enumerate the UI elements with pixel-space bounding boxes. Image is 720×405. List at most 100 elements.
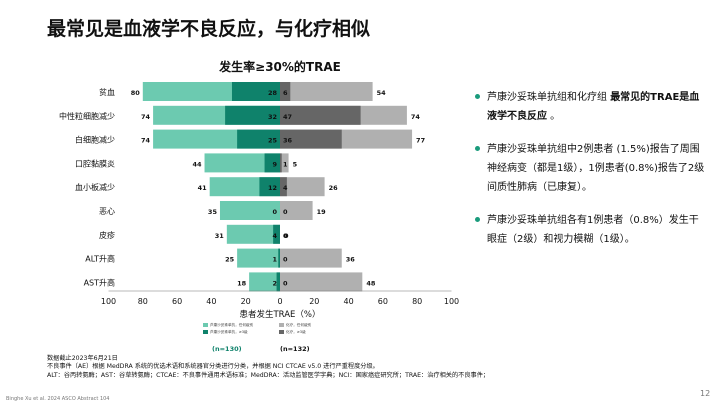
data-label-right-grade3: 36 (283, 137, 293, 145)
bar-left-grade3 (225, 105, 280, 125)
x-axis-title: 患者发生TRAE（%） (239, 309, 320, 320)
data-label-left-grade3: 9 (272, 160, 277, 168)
data-label-right-grade3: 6 (283, 89, 288, 97)
footnote-line: 数据截止2023年6月21日 (47, 355, 118, 362)
category-label: 中性粒细胞减少 (59, 111, 115, 121)
key-findings: 芦康沙妥珠单抗组和化疗组 最常见的TRAE是血液学不良反应 。 芦康沙妥珠单抗组… (475, 88, 705, 263)
data-label-left-grade3: 12 (268, 184, 277, 192)
data-label-right-any: 74 (411, 113, 421, 121)
category-label: 血小板减少 (75, 182, 115, 192)
legend-label-lsg-any: 芦康沙妥珠单抗，任何级别 (210, 323, 254, 327)
legend-swatch-chemo-any (279, 323, 284, 327)
x-tick-label: 0 (277, 297, 282, 306)
bar-left-any-grade (237, 248, 280, 268)
x-tick-label: 100 (444, 297, 459, 306)
data-label-left-any: 35 (208, 208, 218, 216)
legend-swatch-chemo-g3 (279, 330, 284, 334)
bar-right-any-grade (280, 248, 342, 268)
bullet-bold-text: 最常见的TRAE是血液学不良反应 (487, 92, 700, 122)
data-label-left-grade3: 0 (272, 208, 277, 216)
bar-left-grade3 (264, 153, 280, 173)
data-label-left-grade3: 2 (272, 279, 277, 287)
data-label-right-grade3: 0 (283, 256, 288, 264)
x-tick-label: 60 (378, 297, 388, 306)
bar-right-grade3 (280, 105, 361, 125)
data-label-left-grade3: 4 (272, 232, 277, 240)
bar-left-any-grade (226, 224, 280, 244)
data-label-left-any: 74 (141, 113, 151, 121)
data-label-left-any: 44 (192, 160, 202, 168)
data-label-left-grade3: 25 (268, 137, 278, 145)
bullet-dot-icon (475, 94, 480, 99)
bar-right-grade3 (280, 129, 342, 149)
chart-title: 发生率≥30%的TRAE (219, 60, 341, 74)
data-label-left-any: 25 (225, 256, 235, 264)
bar-left-grade3 (273, 224, 280, 244)
legend-swatch-lsg-any (203, 323, 208, 327)
bar-left-any-grade (204, 153, 280, 173)
bullet-dot-icon (475, 217, 480, 222)
page-number: 12 (700, 389, 711, 398)
data-label-left-grade3: 1 (272, 256, 277, 264)
bullet-text: 芦康沙妥珠单抗组各有1例患者（0.8%）发生干眼症（2级）和视力模糊（1级） (487, 215, 699, 245)
footnotes: 数据截止2023年6月21日 不良事件（AE）根据 MedDRA 系统的优选术语… (47, 355, 489, 380)
data-label-right-grade3: 47 (283, 113, 292, 121)
data-label-right-any: 36 (346, 256, 356, 264)
data-label-right-any: 54 (377, 89, 387, 97)
bullet-tail: 。 (582, 182, 592, 193)
data-label-left-grade3: 28 (268, 89, 278, 97)
data-label-right-any: 26 (329, 184, 339, 192)
bullet-item: 芦康沙妥珠单抗组中2例患者 (1.5%)报告了周围神经病变（都是1级），1例患者… (475, 140, 705, 197)
x-tick-label: 20 (309, 297, 319, 306)
x-tick-label: 80 (138, 297, 148, 306)
bullet-text: 芦康沙妥珠单抗组和化疗组 (487, 92, 611, 103)
x-tick-label: 80 (412, 297, 422, 306)
bar-right-grade3 (280, 177, 287, 197)
legend-swatch-lsg-g3 (203, 330, 208, 334)
category-label: AST升高 (84, 277, 115, 287)
footnote-line: ALT：谷丙转氨酶；AST：谷草转氨酶；CTCAE：不良事件通用术语标准；Med… (47, 371, 490, 379)
bar-right-grade3 (280, 82, 291, 101)
left-n-label: (n=130) (212, 345, 242, 353)
bar-left-grade3 (259, 177, 280, 197)
bar-right-any-grade (280, 177, 325, 197)
bullet-tail: 。 (547, 111, 561, 122)
data-label-right-any: 48 (366, 279, 376, 287)
x-tick-label: 40 (344, 297, 354, 306)
bullet-tail: 。 (624, 234, 635, 245)
bullet-item: 芦康沙妥珠单抗组和化疗组 最常见的TRAE是血液学不良反应 。 (475, 88, 705, 126)
bullet-item: 芦康沙妥珠单抗组各有1例患者（0.8%）发生干眼症（2级）和视力模糊（1级）。 (475, 211, 705, 249)
bar-left-grade3 (278, 248, 280, 268)
category-label: ALT升高 (85, 254, 115, 264)
legend-label-chemo-any: 化疗，任何级别 (286, 323, 312, 327)
bar-left-any-grade (219, 201, 280, 220)
x-tick-label: 40 (206, 297, 216, 306)
data-label-right-grade3: 0 (283, 232, 288, 240)
bullet-text: 芦康沙妥珠单抗组中2例患者 (1.5%)报告了周围神经病变（都是1级），1例患者… (487, 144, 705, 193)
x-tick-label: 100 (101, 297, 116, 306)
data-label-left-any: 41 (198, 184, 208, 192)
bar-right-any-grade (280, 153, 289, 173)
bar-left-grade3 (237, 129, 280, 149)
source-citation: Binghe Xu et al. 2024 ASCO Abstract 104 (6, 396, 110, 402)
bar-right-any-grade (280, 272, 363, 292)
data-label-left-grade3: 32 (268, 113, 277, 121)
legend-label-chemo-g3: 化疗，≥3级 (286, 330, 306, 334)
x-tick-label: 20 (241, 297, 251, 306)
data-label-right-any: 5 (293, 160, 298, 168)
bar-left-any-grade (249, 272, 280, 292)
data-label-right-any: 0 (284, 232, 289, 240)
data-label-right-grade3: 4 (283, 184, 288, 192)
bar-right-grade3 (280, 153, 282, 173)
footnote-line: 不良事件（AE）根据 MedDRA 系统的优选术语和系统器官分类进行分类，并根据… (47, 363, 379, 371)
category-label: 口腔黏膜炎 (75, 158, 115, 168)
bullet-dot-icon (475, 146, 480, 151)
category-label: 皮疹 (99, 230, 115, 240)
page-title: 最常见是血液学不良反应，与化疗相似 (47, 18, 371, 40)
data-label-left-any: 18 (237, 279, 247, 287)
x-tick-label: 60 (172, 297, 182, 306)
category-label: 恶心 (99, 207, 115, 216)
data-label-right-grade3: 0 (283, 208, 288, 216)
category-label: 白细胞减少 (75, 135, 115, 145)
